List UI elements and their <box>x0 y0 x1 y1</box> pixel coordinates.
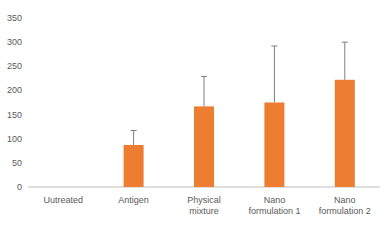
x-tick-label: Nanoformulation 1 <box>248 195 300 216</box>
y-tick-label: 250 <box>7 61 22 71</box>
error-bar <box>131 131 137 145</box>
y-tick <box>26 187 28 188</box>
x-tick-label: Nanoformulation 2 <box>319 195 371 216</box>
x-tick-label: Uutreated <box>43 195 83 205</box>
bars <box>124 42 355 187</box>
error-bar <box>342 42 348 80</box>
chart-svg: 0 50 100 150 200 250 300 350 Uutreated Antigen Phy… <box>0 0 386 231</box>
y-tick <box>26 114 28 115</box>
y-tick <box>26 18 28 19</box>
y-tick-label: 100 <box>7 134 22 144</box>
x-tick-label: Physicalmixture <box>187 195 221 216</box>
error-bar <box>201 76 207 106</box>
y-tick <box>26 90 28 91</box>
x-tick-label: Antigen <box>118 195 149 205</box>
error-bar <box>271 46 277 102</box>
bar <box>335 80 355 187</box>
y-tick-label: 350 <box>7 13 22 23</box>
y-tick-label: 150 <box>7 110 22 120</box>
y-tick-label: 50 <box>12 158 22 168</box>
bar <box>264 103 284 188</box>
y-tick-label: 300 <box>7 37 22 47</box>
bar <box>124 145 144 187</box>
y-tick <box>26 138 28 139</box>
bar <box>194 106 214 187</box>
y-tick-label: 0 <box>17 182 22 192</box>
y-tick-label: 200 <box>7 85 22 95</box>
chart: 0 50 100 150 200 250 300 350 Uutreated Antigen Phy… <box>0 0 386 231</box>
y-tick <box>26 162 28 163</box>
y-tick <box>26 42 28 43</box>
y-tick <box>26 66 28 67</box>
bar <box>53 187 73 188</box>
